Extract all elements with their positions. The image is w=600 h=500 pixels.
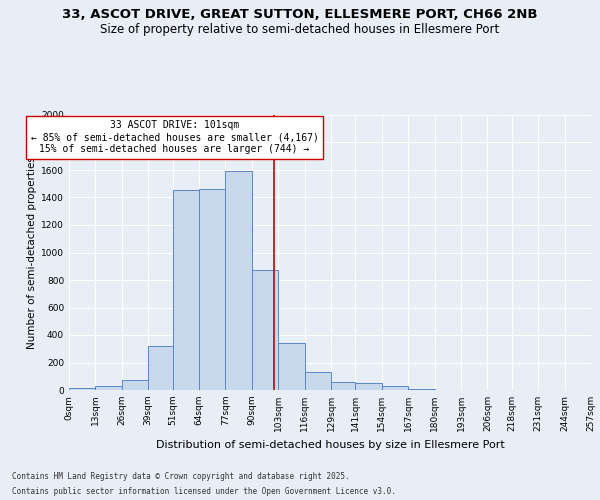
- Bar: [408, 388, 434, 390]
- Bar: [226, 172, 252, 390]
- Bar: [148, 346, 173, 390]
- Bar: [382, 386, 408, 390]
- Text: Size of property relative to semi-detached houses in Ellesmere Port: Size of property relative to semi-detach…: [100, 22, 500, 36]
- Bar: [252, 270, 278, 390]
- Bar: [278, 343, 305, 390]
- Text: 33, ASCOT DRIVE, GREAT SUTTON, ELLESMERE PORT, CH66 2NB: 33, ASCOT DRIVE, GREAT SUTTON, ELLESMERE…: [62, 8, 538, 20]
- Bar: [355, 383, 382, 390]
- Bar: [331, 382, 355, 390]
- X-axis label: Distribution of semi-detached houses by size in Ellesmere Port: Distribution of semi-detached houses by …: [155, 440, 505, 450]
- Bar: [173, 190, 199, 390]
- Text: Contains public sector information licensed under the Open Government Licence v3: Contains public sector information licen…: [12, 487, 396, 496]
- Bar: [199, 189, 226, 390]
- Y-axis label: Number of semi-detached properties: Number of semi-detached properties: [27, 156, 37, 349]
- Text: Contains HM Land Registry data © Crown copyright and database right 2025.: Contains HM Land Registry data © Crown c…: [12, 472, 350, 481]
- Text: 33 ASCOT DRIVE: 101sqm
← 85% of semi-detached houses are smaller (4,167)
15% of : 33 ASCOT DRIVE: 101sqm ← 85% of semi-det…: [31, 120, 319, 154]
- Bar: [95, 386, 122, 390]
- Bar: [122, 380, 148, 390]
- Bar: [305, 372, 331, 390]
- Bar: [69, 388, 95, 390]
